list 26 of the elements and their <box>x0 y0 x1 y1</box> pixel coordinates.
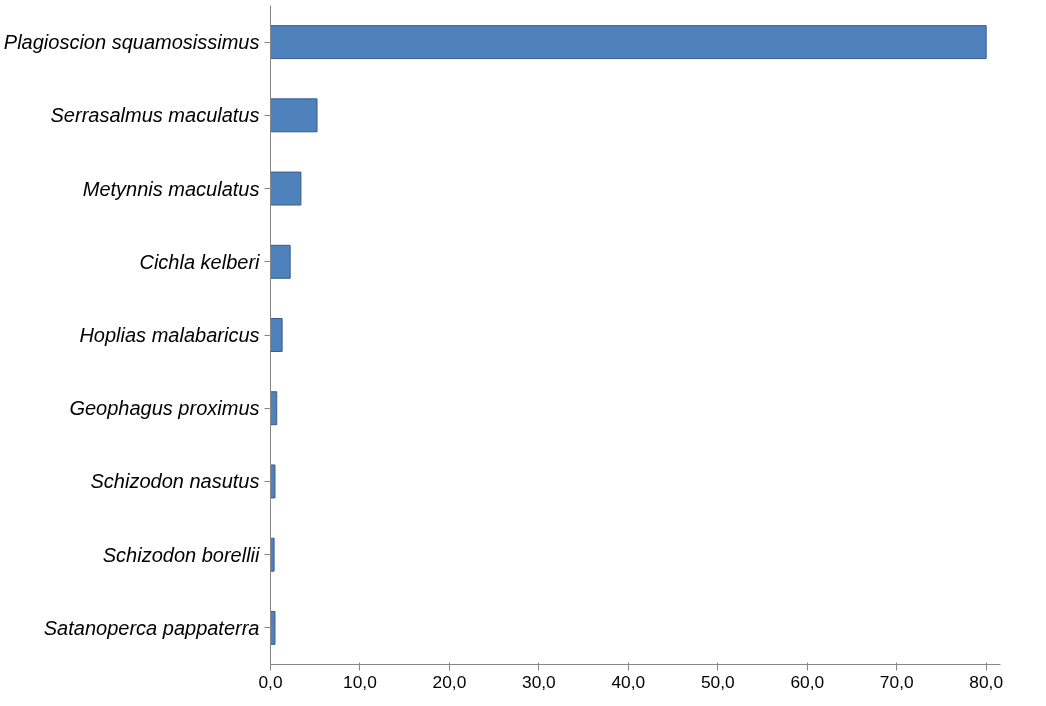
y-tick-label: Hoplias malabaricus <box>79 324 260 346</box>
x-tick-label: 10,0 <box>343 671 377 692</box>
bar <box>270 318 283 352</box>
y-tick-label: Plagioscion squamosissimus <box>3 31 260 54</box>
y-tick-label: Geophagus proximus <box>69 397 260 420</box>
x-tick-label: 50,0 <box>700 671 735 692</box>
y-tick-label: Schizodon borellii <box>102 543 261 566</box>
y-tick-label: Metynnis maculatus <box>82 177 260 200</box>
bar <box>270 610 276 645</box>
x-tick-label: 30,0 <box>522 671 556 692</box>
bar <box>270 537 275 572</box>
y-tick-label: Satanoperca pappaterra <box>43 616 260 639</box>
x-tick-label: 70,0 <box>879 671 914 692</box>
bar <box>270 244 291 279</box>
x-tick-label: 80,0 <box>969 671 1004 692</box>
x-tick-label: 20,0 <box>432 671 467 692</box>
y-tick-label: Schizodon nasutus <box>90 470 260 493</box>
y-tick-label: Serrasalmus maculatus <box>50 104 260 127</box>
x-tick-label: 40,0 <box>611 671 646 692</box>
bar <box>270 25 987 60</box>
x-tick-label: 60,0 <box>790 671 825 692</box>
y-tick-label: Cichla kelberi <box>139 250 261 273</box>
bar <box>270 98 318 133</box>
bar <box>270 464 276 499</box>
x-tick-label: 0,0 <box>258 671 283 692</box>
bar <box>270 171 302 206</box>
